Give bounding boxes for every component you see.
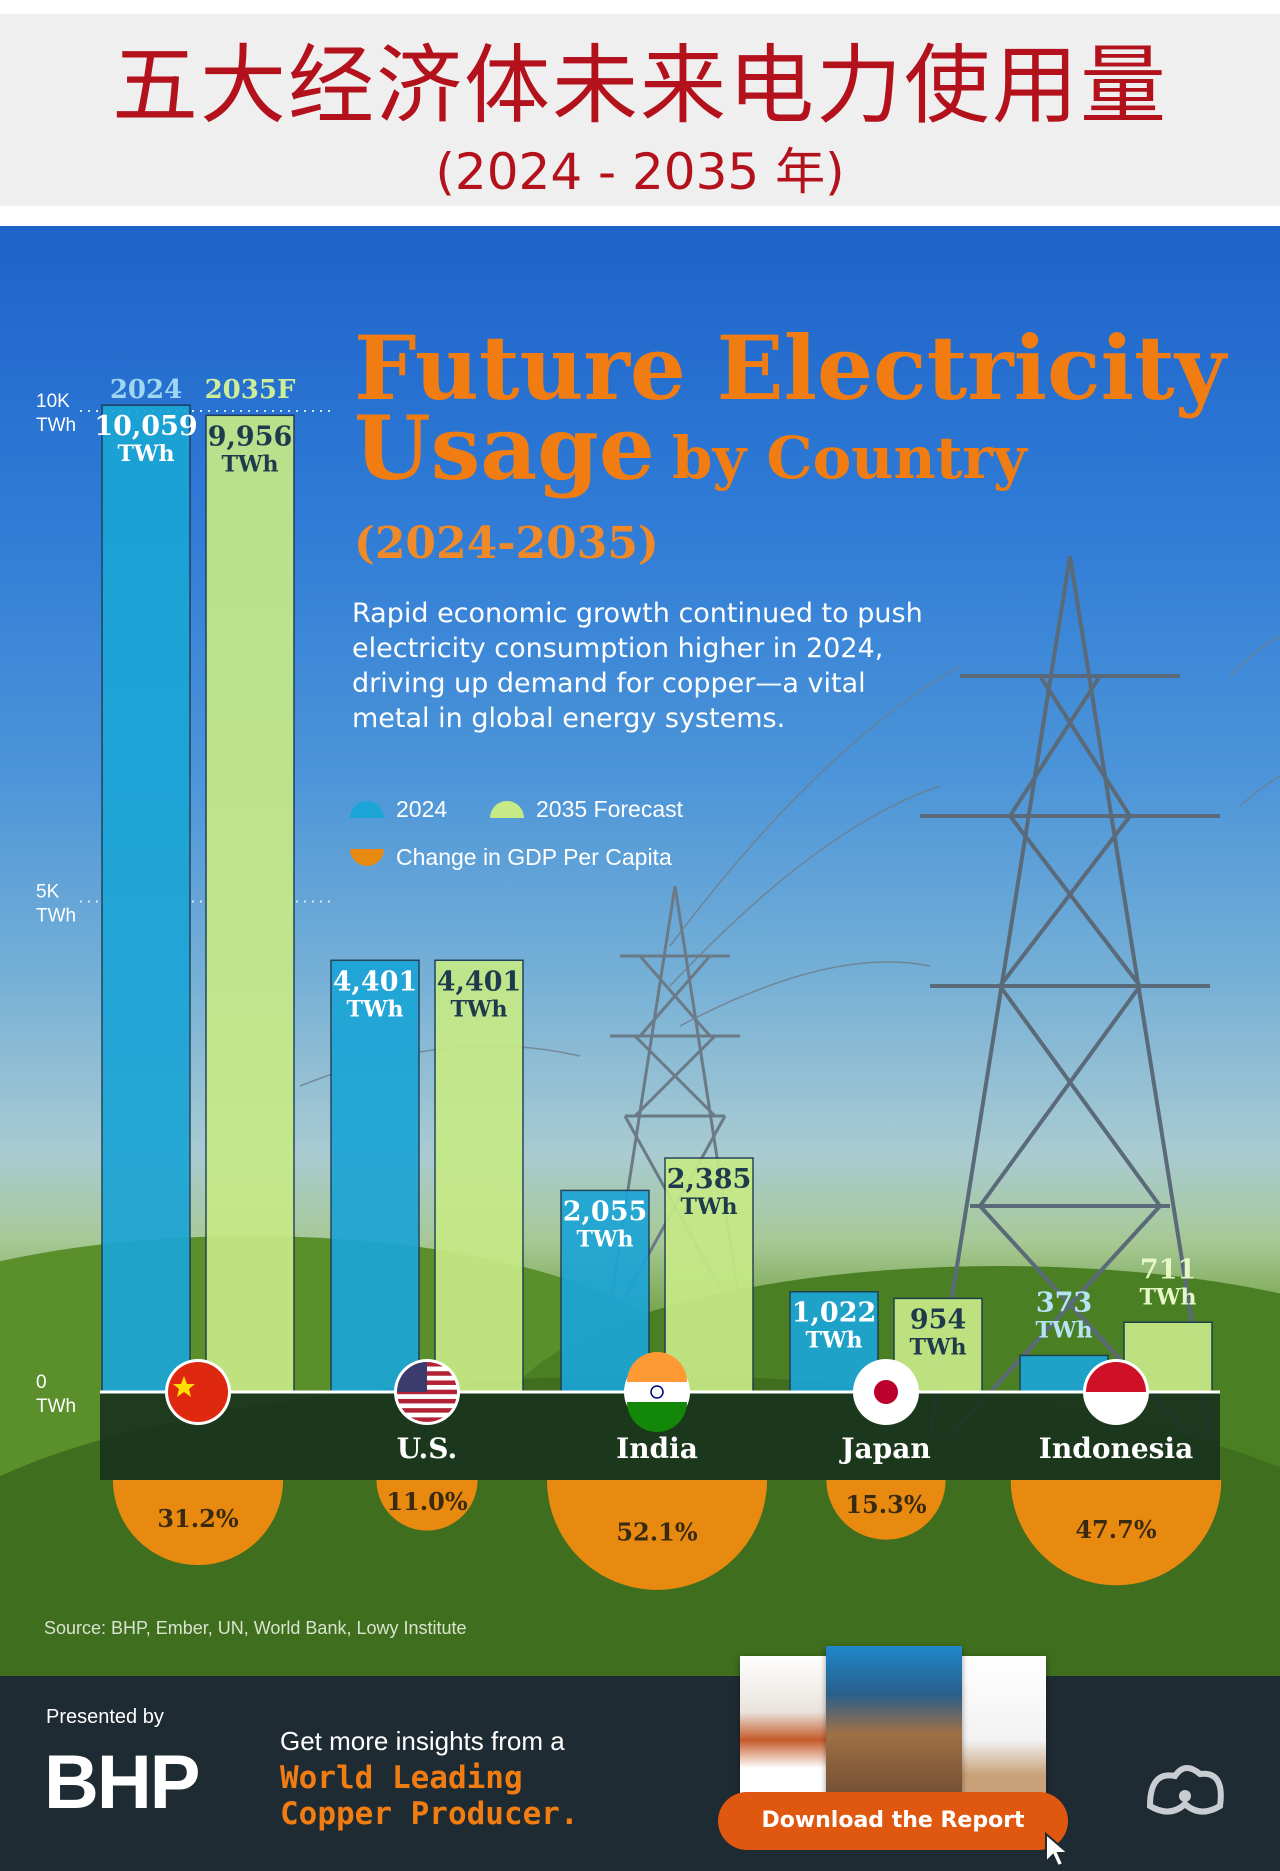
legend-label-gdp: Change in GDP Per Capita xyxy=(396,844,672,870)
infographic-description: Rapid economic growth continued to push … xyxy=(352,598,923,734)
report-preview[interactable] xyxy=(740,1646,1050,1816)
bar-value-label: 9,956 xyxy=(208,421,293,452)
gdp-semicircle-india xyxy=(547,1480,767,1590)
gdp-value-label: 11.0% xyxy=(386,1487,467,1516)
bar-value-label: 10,059 xyxy=(94,411,197,442)
country-label-us: U.S. xyxy=(397,1432,458,1465)
infographic-title-line1: Future Electricity xyxy=(354,316,1226,420)
bar-unit-label: TWh xyxy=(1035,1317,1092,1343)
legend-swatch-2035 xyxy=(490,801,524,818)
bar-china-2035 xyxy=(205,414,295,1393)
column-header-2024: 2024 xyxy=(110,375,182,405)
gdp-value-label: 31.2% xyxy=(157,1504,238,1533)
insight-line2-text: World Leading xyxy=(280,1760,523,1796)
flag-india-white xyxy=(628,1382,686,1402)
legend-gdp: Change in GDP Per Capita xyxy=(350,844,672,871)
flag-india-saffron xyxy=(627,1352,687,1382)
gdp-semicircle-china xyxy=(112,1480,284,1566)
bar-india-2035 xyxy=(664,1157,754,1393)
bar-value-label: 373 xyxy=(1036,1287,1092,1318)
y-tick-label: 0 xyxy=(36,1372,47,1393)
flag-japan-sun xyxy=(874,1380,898,1404)
bar-us-2035 xyxy=(434,959,524,1393)
cursor-icon xyxy=(1045,1832,1071,1868)
infographic-title-years: (2024-2035) xyxy=(354,518,659,569)
y-tick-label: 10K xyxy=(36,391,70,412)
chinese-header: 五大经济体未来电力使用量 (2024 - 2035 年) xyxy=(0,14,1280,206)
country-label-japan: Japan xyxy=(838,1432,930,1465)
bar-value-label: 711 xyxy=(1140,1254,1196,1285)
visual-capitalist-logo-icon xyxy=(1146,1765,1224,1815)
bar-unit-label: TWh xyxy=(805,1328,862,1354)
bar-value-label: 954 xyxy=(910,1304,966,1335)
y-tick-unit: TWh xyxy=(36,906,76,927)
flag-us-stripe xyxy=(397,1398,457,1404)
y-tick-label: 5K xyxy=(36,882,60,903)
flag-india-green xyxy=(627,1402,687,1432)
bhp-logo: BHP xyxy=(44,1740,200,1825)
gdp-semicircle-indonesia xyxy=(1010,1480,1222,1586)
bar-unit-label: TWh xyxy=(909,1334,966,1360)
download-report-button[interactable]: Download the Report xyxy=(718,1792,1068,1850)
bar-value-label: 2,055 xyxy=(563,1196,648,1227)
bar-unit-label: TWh xyxy=(576,1226,633,1252)
footer: Presented by BHP Get more insights from … xyxy=(0,1646,1280,1871)
bar-china-2024 xyxy=(101,404,191,1393)
presented-by: Presented by xyxy=(46,1706,164,1728)
legend-label-2024: 2024 xyxy=(396,796,448,822)
bar-value-label: 4,401 xyxy=(437,966,522,997)
country-label-indonesia: Indonesia xyxy=(1039,1432,1193,1465)
chinese-title: 五大经济体未来电力使用量 xyxy=(112,36,1168,136)
bar-indonesia-2035 xyxy=(1123,1321,1213,1393)
bar-unit-label: TWh xyxy=(346,996,403,1022)
legend-swatch-2024 xyxy=(350,801,384,818)
flag-china-icon xyxy=(168,1362,228,1422)
infographic-panel: Future Electricity Usage by Country (202… xyxy=(0,226,1280,1676)
report-page-left xyxy=(740,1656,840,1796)
bar-unit-label: TWh xyxy=(117,441,174,467)
gdp-value-label: 47.7% xyxy=(1075,1515,1156,1544)
gdp-semicircle-us xyxy=(376,1480,478,1531)
report-page-right xyxy=(946,1656,1046,1796)
flag-indonesia-red xyxy=(1086,1362,1146,1392)
insight-line2: World Leading Copper Producer. xyxy=(280,1760,579,1832)
country-label-india: India xyxy=(616,1432,698,1465)
bar-unit-label: TWh xyxy=(680,1194,737,1220)
bar-value-label: 2,385 xyxy=(667,1164,752,1195)
report-cover xyxy=(826,1646,962,1806)
insight-line1: Get more insights from a xyxy=(280,1726,565,1756)
infographic-title-line2a: Usage xyxy=(354,396,655,500)
insight-line3-text: Copper Producer. xyxy=(280,1796,579,1832)
y-tick-unit: TWh xyxy=(36,1396,76,1417)
y-tick-unit: TWh xyxy=(36,415,76,436)
legend-label-2035: 2035 Forecast xyxy=(536,796,684,822)
infographic-title-line2b: by Country xyxy=(672,424,1027,492)
gdp-value-label: 15.3% xyxy=(845,1490,926,1519)
gdp-value-label: 52.1% xyxy=(616,1518,697,1547)
flag-china-star xyxy=(173,1376,195,1397)
column-header-2035: 2035F xyxy=(205,375,296,405)
bar-unit-label: TWh xyxy=(450,996,507,1022)
flag-us-stripe xyxy=(397,1408,457,1413)
flag-india-chakra xyxy=(650,1385,664,1399)
gdp-semicircle-japan xyxy=(826,1480,946,1540)
legend-swatch-gdp xyxy=(350,849,384,866)
bar-unit-label: TWh xyxy=(221,451,278,477)
legend-2024: 2024 xyxy=(350,796,447,823)
bar-unit-label: TWh xyxy=(1139,1284,1196,1310)
bar-value-label: 4,401 xyxy=(333,966,418,997)
chinese-subtitle: (2024 - 2035 年) xyxy=(435,143,845,201)
source-note: Source: BHP, Ember, UN, World Bank, Lowy… xyxy=(44,1618,467,1638)
bar-value-label: 1,022 xyxy=(792,1298,877,1329)
bar-us-2024 xyxy=(330,959,420,1393)
flag-us-stripe xyxy=(397,1417,457,1422)
legend-2035: 2035 Forecast xyxy=(490,796,683,823)
